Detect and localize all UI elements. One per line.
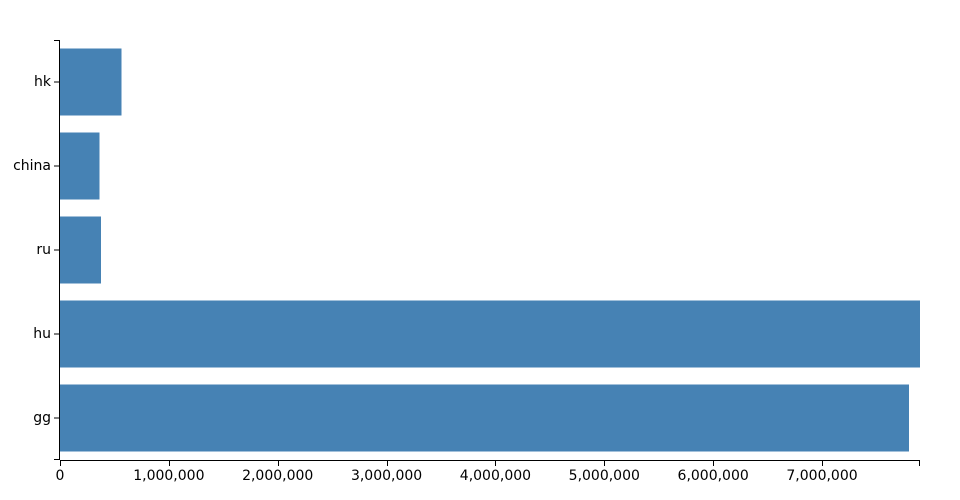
y-axis: hk china ru hu gg xyxy=(13,40,60,460)
x-axis: 0 1,000,000 2,000,000 3,000,000 4,000,000 5,0… xyxy=(56,460,920,484)
bar-china xyxy=(60,132,100,200)
x-tick-label-3: 3,000,000 xyxy=(351,468,422,484)
y-tick-label-ru: ru xyxy=(36,242,51,258)
bar-hk xyxy=(60,48,122,116)
y-tick-label-china: china xyxy=(13,158,51,174)
y-tick-label-hk: hk xyxy=(34,74,52,90)
x-tick-label-4: 4,000,000 xyxy=(460,468,531,484)
bar-gg xyxy=(60,384,910,452)
x-tick-label-5: 5,000,000 xyxy=(569,468,640,484)
bar-ru xyxy=(60,216,101,284)
bars-group xyxy=(60,48,920,452)
x-tick-label-2: 2,000,000 xyxy=(242,468,313,484)
y-tick-label-gg: gg xyxy=(33,410,51,426)
x-tick-label-0: 0 xyxy=(56,468,65,484)
x-tick-label-1: 1,000,000 xyxy=(133,468,204,484)
y-tick-label-hu: hu xyxy=(33,326,51,342)
x-tick-label-7: 7,000,000 xyxy=(786,468,857,484)
x-tick-label-6: 6,000,000 xyxy=(678,468,749,484)
bar-hu xyxy=(60,300,920,368)
